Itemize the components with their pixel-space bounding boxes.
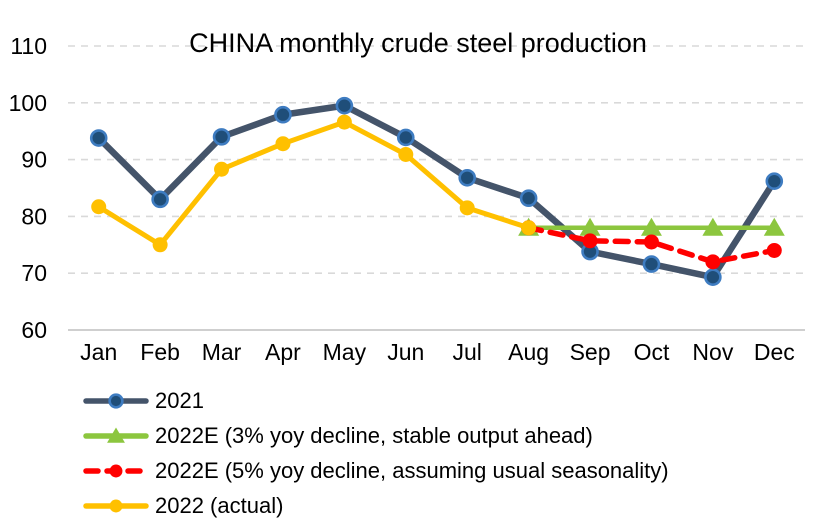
- legend-item-2021: 2021: [83, 383, 669, 418]
- legend-glyph-2022e-3pct-icon: [83, 427, 149, 443]
- svg-text:Aug: Aug: [508, 339, 549, 365]
- legend-label-2021: 2021: [155, 387, 204, 413]
- svg-text:Mar: Mar: [202, 339, 242, 365]
- legend-label-2022-actual: 2022 (actual): [155, 492, 284, 518]
- legend-glyph-2022e-5pct-icon: [83, 464, 149, 477]
- legend-item-2022-actual: 2022 (actual): [83, 488, 669, 523]
- svg-text:Apr: Apr: [265, 339, 301, 365]
- svg-text:70: 70: [21, 260, 47, 286]
- svg-text:Oct: Oct: [634, 339, 670, 365]
- svg-text:100: 100: [9, 90, 47, 116]
- svg-text:Jun: Jun: [387, 339, 424, 365]
- svg-text:Feb: Feb: [140, 339, 180, 365]
- svg-text:Jan: Jan: [80, 339, 117, 365]
- legend-item-2022e-3pct: 2022E (3% yoy decline, stable output ahe…: [83, 418, 669, 453]
- svg-text:110: 110: [10, 33, 47, 59]
- svg-text:90: 90: [21, 147, 47, 173]
- legend-item-2022e-5pct: 2022E (5% yoy decline, assuming usual se…: [83, 453, 669, 488]
- svg-text:80: 80: [21, 203, 47, 229]
- legend-label-2022e-3pct: 2022E (3% yoy decline, stable output ahe…: [155, 422, 593, 448]
- chart-legend: 2021 2022E (3% yoy decline, stable outpu…: [83, 383, 669, 523]
- svg-text:Sep: Sep: [570, 339, 611, 365]
- svg-text:60: 60: [21, 317, 47, 343]
- svg-text:Dec: Dec: [754, 339, 795, 365]
- line-chart: 60 70 80 90 100 110 Jan Feb Mar Apr May Jun Jul Aug Se…: [9, 33, 805, 365]
- legend-label-2022e-5pct: 2022E (5% yoy decline, assuming usual se…: [155, 457, 669, 483]
- legend-glyph-2022-actual-icon: [83, 499, 149, 512]
- legend-glyph-2021-icon: [83, 392, 149, 409]
- svg-text:Jul: Jul: [453, 339, 482, 365]
- svg-text:Nov: Nov: [692, 339, 733, 365]
- svg-text:May: May: [323, 339, 367, 365]
